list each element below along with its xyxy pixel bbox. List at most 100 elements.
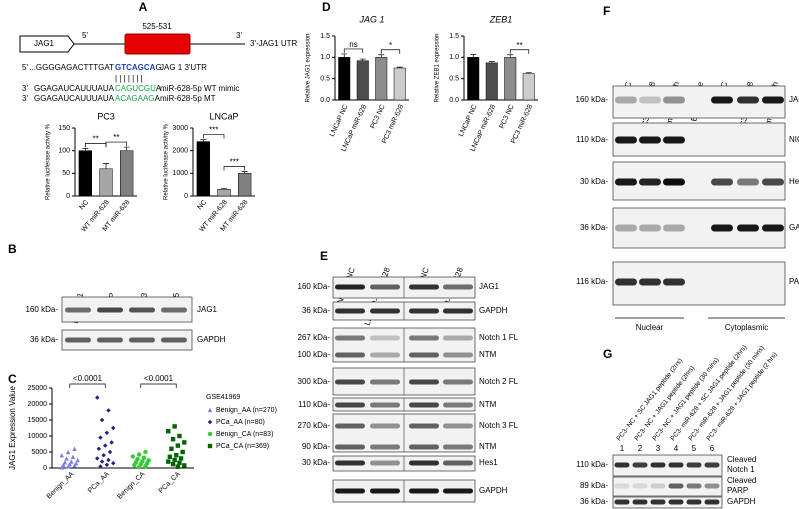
marker-label: 30 kDa- (580, 177, 608, 186)
error-bar (103, 163, 109, 169)
y-axis-label: Relative JAG1 expression (306, 33, 312, 102)
error-bar (507, 54, 514, 58)
significance-label: <0.0001 (73, 374, 103, 383)
point (130, 454, 135, 459)
point (95, 395, 100, 400)
blot-band (668, 462, 684, 468)
bar (338, 57, 351, 101)
point (175, 443, 181, 448)
blot-frame (612, 207, 786, 249)
sequence-suffix: G (155, 63, 161, 72)
marker-label: 36 kDa- (302, 306, 330, 315)
panel-label: E (320, 249, 328, 263)
sequence-name: JAG 1 3'UTR (160, 63, 207, 72)
point (95, 456, 100, 461)
lane-number: 5 (692, 444, 697, 453)
blot-band (161, 307, 187, 313)
error-bar (200, 139, 207, 142)
point (170, 461, 176, 467)
protein-label: NICD (789, 135, 799, 144)
blot-band (97, 307, 123, 313)
blot-band (409, 488, 439, 494)
three-prime: 3' (236, 31, 242, 40)
x-tick-label: PCa_CA (158, 471, 182, 495)
legend-symbol (207, 431, 213, 437)
site-label: 525-531 (142, 22, 172, 31)
blot-band (704, 462, 720, 468)
point (65, 449, 71, 455)
x-tick-label: PC3 NC (370, 104, 387, 130)
blot-band (663, 136, 685, 144)
point (166, 459, 171, 464)
marker-label: 116 kDa- (576, 277, 608, 286)
protein-label: Notch 1 (727, 465, 755, 474)
x-tick-label: Benign_AA (46, 471, 76, 501)
blot-frame (612, 261, 786, 306)
x-tick-label: PC3 NC (499, 104, 516, 130)
sequence-end: 3' (22, 84, 28, 93)
bar (485, 62, 498, 101)
marker-label: 89 kDa- (580, 481, 608, 490)
x-tick-label: LNCaP NC (458, 104, 479, 138)
blot-band (614, 499, 630, 505)
sequence: GGAGAUCAUUUAUA (34, 94, 115, 103)
panel-label: B (8, 242, 17, 256)
error-bar (123, 146, 130, 151)
blot-band (704, 483, 720, 489)
significance-bracket (84, 143, 107, 148)
point (180, 449, 185, 455)
panel-label: A (139, 0, 148, 14)
point (141, 455, 147, 460)
bar (120, 150, 134, 197)
point (72, 446, 77, 451)
blot-band (335, 335, 365, 341)
protein-label: PARP (789, 277, 799, 286)
five-prime: 5' (82, 31, 88, 40)
y-axis-label: Relative ZEB1 expression (435, 33, 441, 102)
blot-band (409, 460, 439, 466)
bar (196, 141, 210, 197)
protein-label: Cleaved (727, 476, 756, 485)
y-tick-label: 0.0 (449, 97, 459, 104)
protein-label: Cleaved (727, 455, 756, 464)
sequence-site: ACAGAAGA (115, 94, 161, 103)
blot-band (668, 483, 684, 489)
blot-band (409, 352, 439, 358)
sequence-name: miR-628-5p MT (160, 94, 216, 103)
point (111, 461, 116, 466)
blot-band (686, 499, 702, 505)
point (104, 430, 110, 435)
blot-band (615, 96, 637, 104)
blot-band (650, 499, 666, 505)
blot-band (711, 224, 733, 232)
blot-band (639, 278, 661, 286)
marker-label: 110 kDa- (576, 135, 608, 144)
legend-label: PCa_CA (n=369) (216, 443, 269, 450)
blot-band (161, 337, 187, 343)
significance-label: <0.0001 (144, 374, 174, 383)
blot-band (443, 284, 473, 290)
chart-title: PC3 (97, 111, 115, 121)
blot-band (443, 402, 473, 408)
significance-bracket (509, 49, 530, 54)
blot-band (409, 284, 439, 290)
bar (467, 57, 480, 101)
lane-number: 1 (620, 444, 625, 453)
y-tick-label: 0 (43, 465, 47, 472)
bar (356, 60, 369, 101)
point (103, 443, 108, 448)
point (69, 459, 74, 464)
blot-band (762, 224, 784, 232)
y-tick-label: 0 (66, 193, 70, 200)
error-bar (341, 53, 348, 58)
blot-band (686, 483, 702, 489)
sequence-site: CAGUCGUA (115, 84, 162, 93)
y-tick-label: 0 (184, 193, 188, 200)
blot-band (663, 178, 685, 186)
point (99, 417, 105, 423)
lane-number: 6 (710, 444, 715, 453)
y-tick-label: 1.5 (320, 33, 330, 40)
point (177, 433, 182, 439)
bar (375, 57, 388, 101)
